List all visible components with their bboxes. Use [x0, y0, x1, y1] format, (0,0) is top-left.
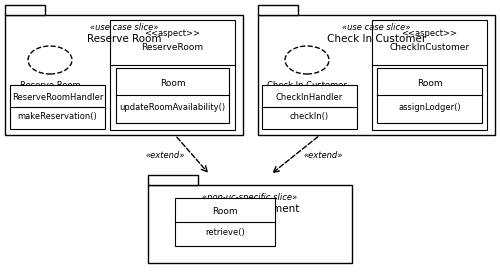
Text: checkIn(): checkIn()	[290, 112, 329, 121]
Text: assignLodger(): assignLodger()	[398, 103, 461, 112]
Bar	[148, 175, 198, 185]
Ellipse shape	[285, 46, 329, 74]
Bar	[262, 85, 357, 129]
Text: «non-uc-specific slice»: «non-uc-specific slice»	[202, 193, 298, 202]
Text: Check In Customer: Check In Customer	[327, 34, 426, 44]
Text: Reserve Room: Reserve Room	[87, 34, 161, 44]
Text: Room: Room	[212, 207, 238, 216]
Text: «use case slice»: «use case slice»	[342, 23, 410, 32]
Bar	[258, 5, 298, 15]
Bar	[377, 68, 482, 123]
Text: ReserveRoom: ReserveRoom	[142, 44, 204, 52]
Text: retrieve(): retrieve()	[205, 228, 245, 237]
Text: updateRoomAvailability(): updateRoomAvailability()	[120, 103, 226, 112]
Text: Room: Room	[160, 79, 186, 88]
Bar	[5, 5, 45, 15]
Bar	[148, 185, 352, 263]
Text: Reserve Room: Reserve Room	[20, 81, 80, 89]
Bar	[110, 20, 235, 130]
Text: <<aspect>>: <<aspect>>	[144, 29, 201, 39]
Text: CheckInHandler: CheckInHandler	[276, 93, 343, 102]
Text: CheckInCustomer: CheckInCustomer	[390, 44, 469, 52]
Text: «use case slice»: «use case slice»	[90, 23, 158, 32]
Text: «extend»: «extend»	[303, 150, 343, 159]
Text: ReserveRoomHandler: ReserveRoomHandler	[12, 93, 103, 102]
Text: «extend»: «extend»	[145, 150, 184, 159]
Bar	[258, 15, 495, 135]
Bar	[175, 198, 275, 246]
Text: Room: Room	[416, 79, 442, 88]
Bar	[10, 85, 105, 129]
Text: <<aspect>>: <<aspect>>	[402, 29, 458, 39]
Bar	[5, 15, 243, 135]
Ellipse shape	[28, 46, 72, 74]
Bar	[116, 68, 229, 123]
Text: Hotel Management: Hotel Management	[200, 204, 300, 214]
Text: Check In Customer: Check In Customer	[267, 81, 347, 89]
Text: makeReservation(): makeReservation()	[18, 112, 98, 121]
Bar	[372, 20, 487, 130]
